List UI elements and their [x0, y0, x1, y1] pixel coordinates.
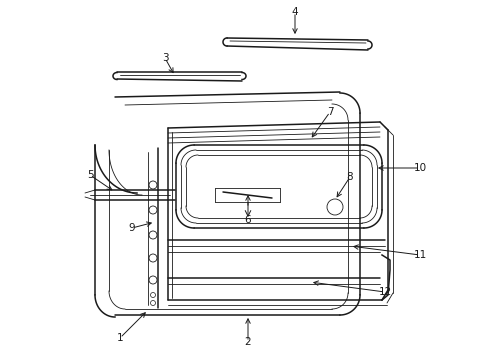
- Text: 5: 5: [87, 170, 93, 180]
- Text: 11: 11: [414, 250, 427, 260]
- Text: 12: 12: [378, 287, 392, 297]
- Text: 10: 10: [414, 163, 427, 173]
- Text: 4: 4: [292, 7, 298, 17]
- Text: 1: 1: [117, 333, 123, 343]
- Text: 6: 6: [245, 215, 251, 225]
- Text: 2: 2: [245, 337, 251, 347]
- Text: 3: 3: [162, 53, 168, 63]
- Text: 9: 9: [129, 223, 135, 233]
- Text: 8: 8: [347, 172, 353, 182]
- Text: 7: 7: [327, 107, 333, 117]
